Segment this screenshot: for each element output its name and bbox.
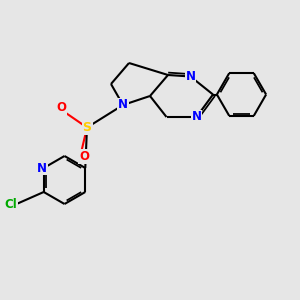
Text: O: O [56, 101, 67, 114]
Text: N: N [118, 98, 128, 112]
Text: S: S [82, 121, 91, 134]
Text: N: N [185, 70, 196, 83]
Text: O: O [79, 150, 89, 163]
Text: N: N [191, 110, 202, 124]
Text: N: N [37, 161, 47, 175]
Text: Cl: Cl [5, 197, 17, 211]
